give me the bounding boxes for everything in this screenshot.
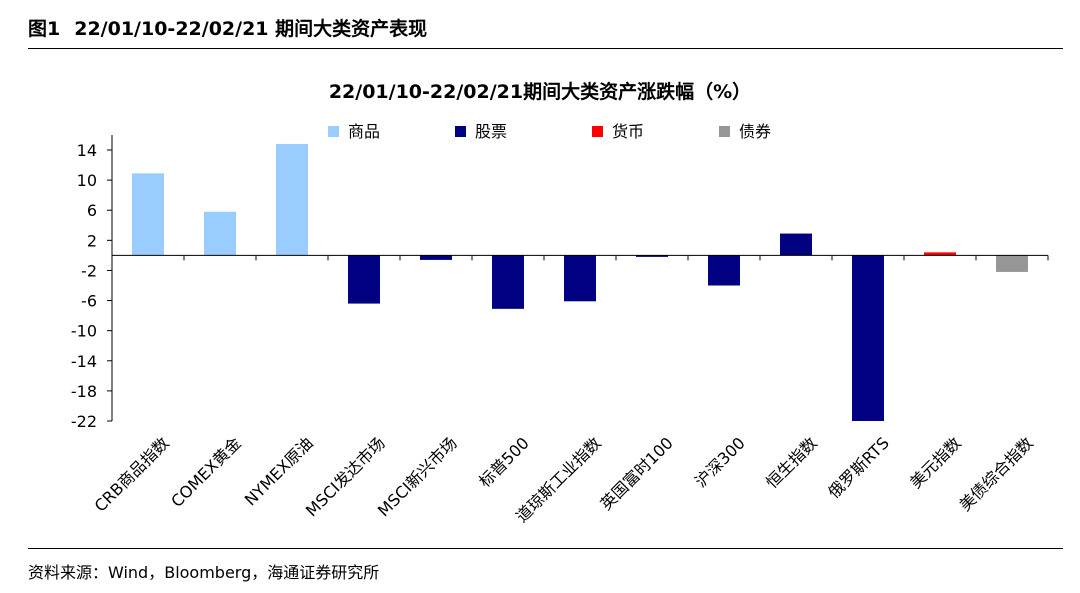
x-tick-label: 英国富时100 [597, 433, 677, 513]
bar [132, 173, 164, 256]
y-tick-label: -22 [71, 412, 97, 431]
bars-group [132, 143, 1028, 421]
legend-label: 货币 [612, 122, 644, 141]
source-note: 资料来源：Wind，Bloomberg，海通证券研究所 [28, 563, 380, 582]
legend-swatch [455, 126, 466, 137]
x-tick-label: CRB商品指数 [91, 433, 173, 515]
bottom-rule [28, 548, 1063, 549]
legend-label: 商品 [348, 122, 380, 141]
bar-chart: 22/01/10-22/02/21期间大类资产涨跌幅（%） 商品 股票 货币 债券 1… [71, 80, 1049, 526]
legend-swatch [328, 126, 339, 137]
bar [204, 211, 236, 256]
legend-swatch [592, 126, 603, 137]
x-tick-label: 美债综合指数 [956, 433, 1037, 514]
legend-label: 股票 [475, 122, 507, 141]
bar [276, 143, 308, 256]
chart-legend: 商品 股票 货币 债券 [328, 122, 771, 141]
y-tick-label: -18 [71, 382, 97, 401]
bar [996, 255, 1028, 272]
y-tick-label: 6 [87, 201, 97, 220]
bar [852, 255, 884, 421]
legend-label: 债券 [739, 122, 771, 141]
x-tick-label: 沪深300 [691, 433, 749, 491]
y-tick-label: 10 [77, 171, 97, 190]
x-tick-label: NYMEX原油 [241, 433, 317, 509]
x-tick-label: COMEX黄金 [167, 433, 245, 511]
bar [636, 255, 668, 257]
bar [348, 255, 380, 304]
y-tick-label: -6 [81, 292, 97, 311]
x-tick-label: 美元指数 [906, 433, 965, 492]
bar [924, 252, 956, 256]
legend-swatch [719, 126, 730, 137]
x-tick-label: 俄罗斯RTS [824, 433, 893, 502]
bar [564, 255, 596, 302]
x-tick-label: 恒生指数 [762, 433, 821, 492]
chart-title: 22/01/10-22/02/21期间大类资产涨跌幅（%） [329, 80, 751, 103]
y-axis: 14 10 6 2 -2 -6 -10 -14 -18 -22 [71, 134, 113, 431]
figure-title: 22/01/10-22/02/21 期间大类资产表现 [74, 18, 428, 40]
y-tick-label: 2 [87, 231, 97, 250]
bar [420, 255, 452, 260]
figure-heading: 图1 22/01/10-22/02/21 期间大类资产表现 [28, 14, 427, 41]
x-tick-label: 标普500 [475, 433, 533, 491]
y-tick-label: 14 [77, 141, 97, 160]
y-tick-label: -10 [71, 322, 97, 341]
figure-label: 图1 [28, 18, 61, 40]
bar [492, 255, 524, 309]
top-rule [28, 48, 1063, 49]
y-tick-label: -2 [81, 261, 97, 280]
y-tick-label: -14 [71, 352, 97, 371]
bar [780, 233, 812, 256]
bar [708, 255, 740, 286]
